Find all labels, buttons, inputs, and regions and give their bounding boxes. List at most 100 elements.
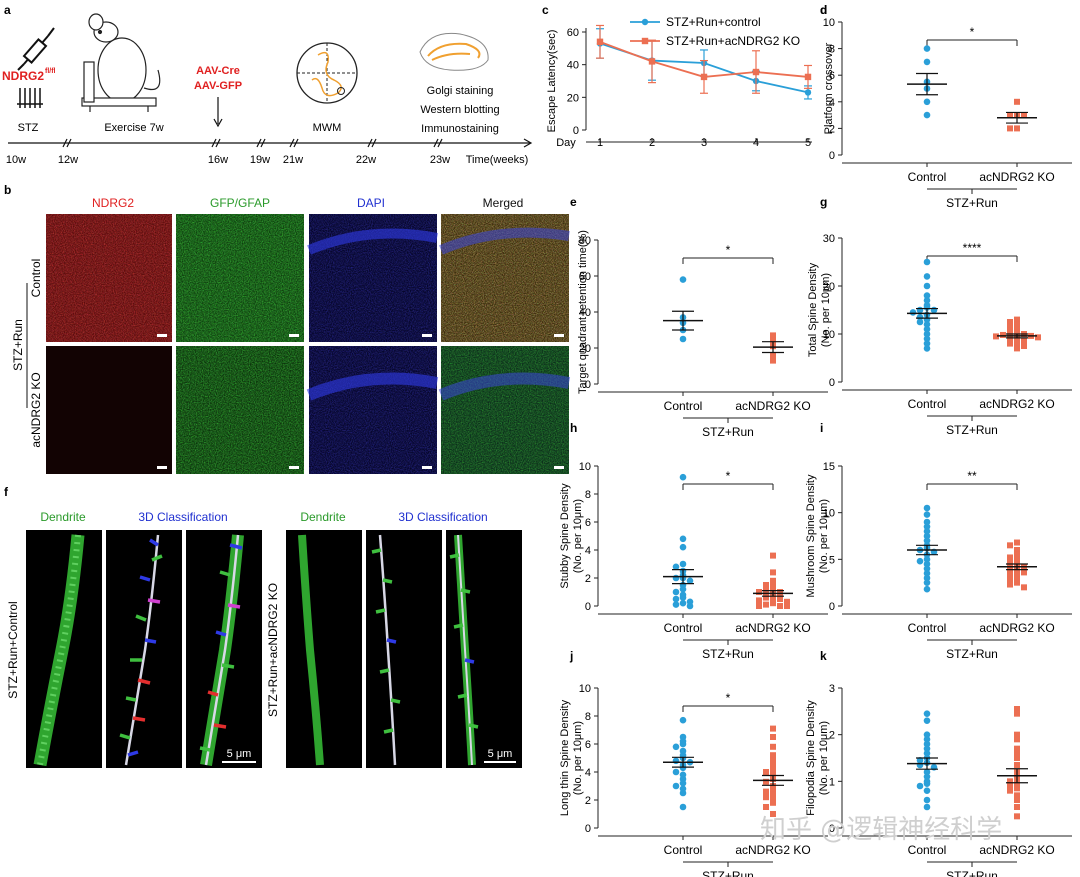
c-point: [752, 68, 760, 76]
g-ylabel: Total Spine Density: [807, 262, 819, 357]
exercise-label: Exercise 7w: [104, 122, 163, 134]
e-category-label: acNDRG2 KO: [735, 399, 810, 413]
i-point: [1014, 579, 1020, 586]
k-ytick-label: 0: [829, 823, 835, 835]
j-point: [770, 766, 776, 773]
k-point: [1014, 750, 1020, 757]
stz-label: STZ: [18, 122, 39, 134]
j-point: [672, 782, 680, 790]
i-group-label: STZ+Run: [946, 647, 998, 661]
dendrite-header-right: Dendrite: [300, 510, 346, 524]
j-ytick-label: 6: [585, 739, 591, 751]
panel-letter-e: e: [570, 195, 577, 209]
i-point: [1014, 551, 1020, 558]
h-ylabel-unit: (No. per 10μm): [572, 499, 584, 573]
h-point: [679, 594, 687, 601]
i-point: [1021, 569, 1027, 576]
i-point: [923, 579, 931, 586]
panel-letter-f: f: [4, 485, 9, 499]
j-ytick-label: 8: [585, 711, 591, 723]
j-point: [770, 762, 776, 768]
h-point: [770, 580, 776, 587]
j-ytick-label: 4: [585, 767, 591, 779]
k-ytick-label: 3: [829, 683, 835, 695]
e-point: [770, 357, 776, 364]
h-point: [770, 569, 776, 576]
h-point: [777, 603, 783, 609]
d-point: [1014, 98, 1020, 105]
g-point: [1014, 339, 1020, 346]
g-point: [930, 306, 938, 314]
k-ytick-label: 2: [829, 730, 835, 742]
g-point: [909, 309, 917, 316]
k-point: [1014, 804, 1020, 810]
g-point: [916, 306, 924, 314]
i-point: [1007, 572, 1013, 579]
h-point: [770, 584, 776, 591]
panel-letter-d: d: [820, 3, 827, 17]
i-point: [1007, 581, 1013, 588]
j-point: [679, 764, 687, 772]
c-point: [804, 89, 812, 96]
k-category-label: acNDRG2 KO: [979, 843, 1054, 857]
k-point: [923, 780, 931, 787]
k-point: [1014, 780, 1020, 787]
dendrite-row-right: STZ+Run+acNDRG2 KO: [266, 583, 280, 717]
k-point: [923, 745, 931, 752]
d-ytick-label: 4: [829, 97, 835, 109]
dendrite-row-left: STZ+Run+Control: [6, 601, 20, 698]
timeline-tick-21w: 21w: [283, 154, 303, 166]
panel-letter-j: j: [569, 649, 573, 663]
brain-slice-icon: [419, 32, 489, 71]
g-point: [923, 321, 931, 328]
i-ytick-label: 10: [823, 508, 835, 520]
mwm-label: MWM: [313, 122, 342, 134]
e-point: [679, 276, 687, 283]
h-point: [763, 601, 769, 608]
timeline-axis-label: Time(weeks): [466, 154, 529, 166]
western-label: Western blotting: [420, 104, 499, 116]
i-point: [1007, 542, 1013, 549]
h-category-label: Control: [664, 621, 703, 635]
k-point: [923, 717, 931, 724]
g-point: [1014, 316, 1020, 323]
h-point: [672, 563, 680, 571]
h-point: [784, 598, 790, 605]
k-ytick-label: 1: [829, 776, 835, 788]
d-point: [923, 45, 931, 52]
c-ytick-label: 0: [573, 125, 579, 137]
i-point: [1014, 556, 1020, 563]
scalebar-right: 5 μm: [488, 748, 513, 760]
h-point: [770, 594, 776, 601]
g-point: [1000, 331, 1006, 338]
k-point: [923, 796, 931, 804]
h-point: [777, 596, 783, 602]
mouse-genotype-label: NDRG2: [2, 69, 44, 83]
g-point: [923, 304, 931, 311]
g-point: [1014, 335, 1020, 342]
i-point: [923, 585, 931, 593]
h-group-label: STZ+Run: [702, 647, 754, 661]
i-point: [1007, 567, 1013, 574]
g-point: [923, 325, 931, 333]
d-point: [923, 98, 931, 106]
g-point: [923, 297, 931, 304]
e-point: [770, 337, 776, 344]
g-point: [1021, 338, 1027, 345]
k-point: [916, 782, 924, 790]
treadmill-mouse-icon: [81, 13, 161, 112]
g-point: [1021, 343, 1027, 349]
j-category-label: Control: [664, 843, 703, 857]
c-xtick-label: 2: [649, 137, 655, 149]
panel-letter-c: c: [542, 3, 549, 17]
i-sig-label: **: [967, 469, 977, 483]
e-ytick-label: 80: [579, 235, 591, 247]
d-point: [1007, 125, 1013, 132]
j-group-label: STZ+Run: [702, 869, 754, 877]
h-point: [756, 603, 762, 609]
g-point: [923, 345, 931, 352]
g-ytick-label: 30: [823, 233, 835, 245]
i-category-label: Control: [908, 621, 947, 635]
g-point: [923, 335, 931, 343]
